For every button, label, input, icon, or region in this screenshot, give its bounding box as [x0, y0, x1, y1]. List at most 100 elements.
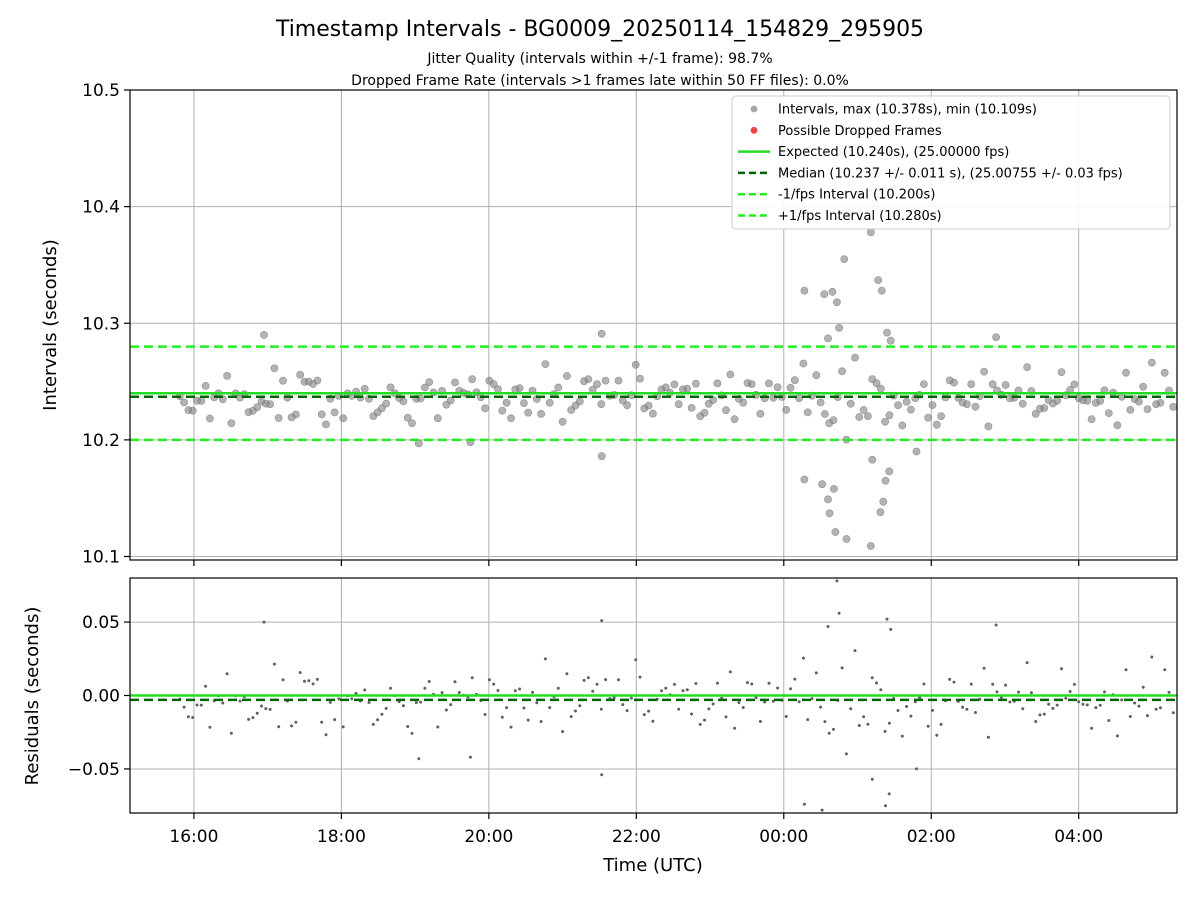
residual-point	[939, 722, 943, 726]
residual-point	[350, 697, 354, 701]
residual-point	[866, 722, 870, 726]
residual-point	[617, 678, 620, 682]
interval-point	[1070, 380, 1079, 389]
residual-point	[845, 878, 848, 881]
interval-point	[597, 400, 606, 408]
residual-point	[449, 703, 453, 707]
interval-point	[360, 384, 369, 393]
residual-point	[969, 682, 973, 686]
interval-point	[279, 376, 287, 385]
interval-point	[872, 379, 881, 388]
residual-point	[884, 804, 887, 808]
residual-point	[440, 691, 444, 695]
intervals-y-tick-label: 10.4	[82, 198, 120, 218]
residual-point	[758, 720, 762, 723]
residual-point	[182, 705, 186, 709]
intervals-y-tick-label: 10.2	[82, 431, 120, 451]
interval-point	[296, 370, 305, 379]
interval-point	[883, 328, 891, 337]
residual-point	[599, 707, 603, 711]
interval-point	[876, 508, 885, 517]
jitter-quality-subtitle: Jitter Quality (intervals within +/-1 fr…	[426, 51, 772, 67]
chart-title: Timestamp Intervals - BG0009_20250114_15…	[275, 17, 924, 42]
interval-point	[800, 475, 809, 484]
residual-point	[272, 662, 276, 666]
residual-point	[255, 711, 259, 715]
residual-point	[879, 844, 882, 847]
interval-point	[386, 383, 395, 392]
interval-point	[984, 422, 993, 431]
residual-point	[826, 625, 830, 628]
interval-point	[623, 401, 631, 410]
residual-point	[814, 671, 818, 675]
residual-point	[204, 684, 208, 688]
residual-point	[728, 670, 732, 674]
interval-point	[885, 467, 894, 476]
residual-point	[793, 677, 797, 681]
residual-point	[1150, 655, 1154, 659]
residual-point	[401, 704, 405, 708]
residual-point	[896, 709, 900, 712]
x-tick-label: 18:00	[317, 827, 366, 847]
residual-point	[518, 687, 522, 691]
interval-point	[765, 379, 773, 388]
interval-point	[800, 286, 809, 295]
residual-point	[802, 802, 806, 806]
residual-point	[260, 704, 263, 708]
residuals-reference-lines	[130, 694, 1177, 702]
residual-point	[1115, 734, 1119, 738]
residual-point	[277, 725, 281, 729]
legend-entry-label: +1/fps Interval (10.280s)	[778, 209, 942, 224]
residual-point	[698, 722, 702, 726]
residual-point	[262, 620, 266, 624]
residual-point	[389, 686, 392, 690]
interval-point	[885, 411, 894, 420]
interval-point	[537, 409, 545, 418]
residual-point	[877, 552, 880, 555]
residual-point	[1171, 711, 1175, 715]
residual-point	[1068, 690, 1072, 693]
residual-point	[1029, 691, 1033, 695]
legend-marker-dropped	[750, 126, 758, 134]
intervals-legend: Intervals, max (10.378s), min (10.109s) P…	[731, 95, 1171, 230]
residual-point	[660, 689, 663, 693]
interval-point	[912, 447, 921, 456]
residual-point	[414, 701, 418, 705]
interval-point	[828, 287, 837, 296]
residual-point	[1060, 667, 1063, 671]
interval-point	[709, 396, 717, 404]
interval-point	[825, 509, 834, 518]
residual-point	[1077, 700, 1081, 704]
interval-point	[881, 417, 889, 426]
residual-point	[754, 696, 758, 700]
residual-point	[376, 718, 380, 722]
residual-point	[784, 715, 788, 718]
interval-point	[799, 359, 808, 368]
interval-point	[786, 383, 795, 392]
residual-point	[915, 767, 918, 771]
residual-point	[647, 709, 651, 713]
interval-point	[330, 408, 339, 417]
residual-point	[600, 773, 604, 777]
interval-point	[829, 416, 838, 424]
interval-point	[524, 408, 533, 417]
interval-point	[876, 384, 885, 393]
residual-point	[281, 678, 285, 682]
residual-point	[1055, 703, 1059, 707]
residual-point	[586, 676, 590, 680]
legend-entry-label: -1/fps Interval (10.200s)	[778, 188, 935, 203]
residual-point	[548, 706, 552, 710]
interval-point	[820, 290, 829, 298]
residual-point	[819, 705, 823, 709]
residual-point	[621, 703, 625, 707]
residual-point	[1047, 702, 1051, 706]
interval-point	[928, 401, 937, 409]
interval-point	[489, 380, 498, 389]
interval-point	[868, 455, 877, 464]
interval-point	[851, 353, 859, 362]
interval-point	[1040, 404, 1049, 412]
interval-point	[963, 400, 971, 409]
interval-point	[554, 383, 563, 392]
residual-point	[569, 715, 573, 719]
interval-point	[593, 380, 601, 389]
